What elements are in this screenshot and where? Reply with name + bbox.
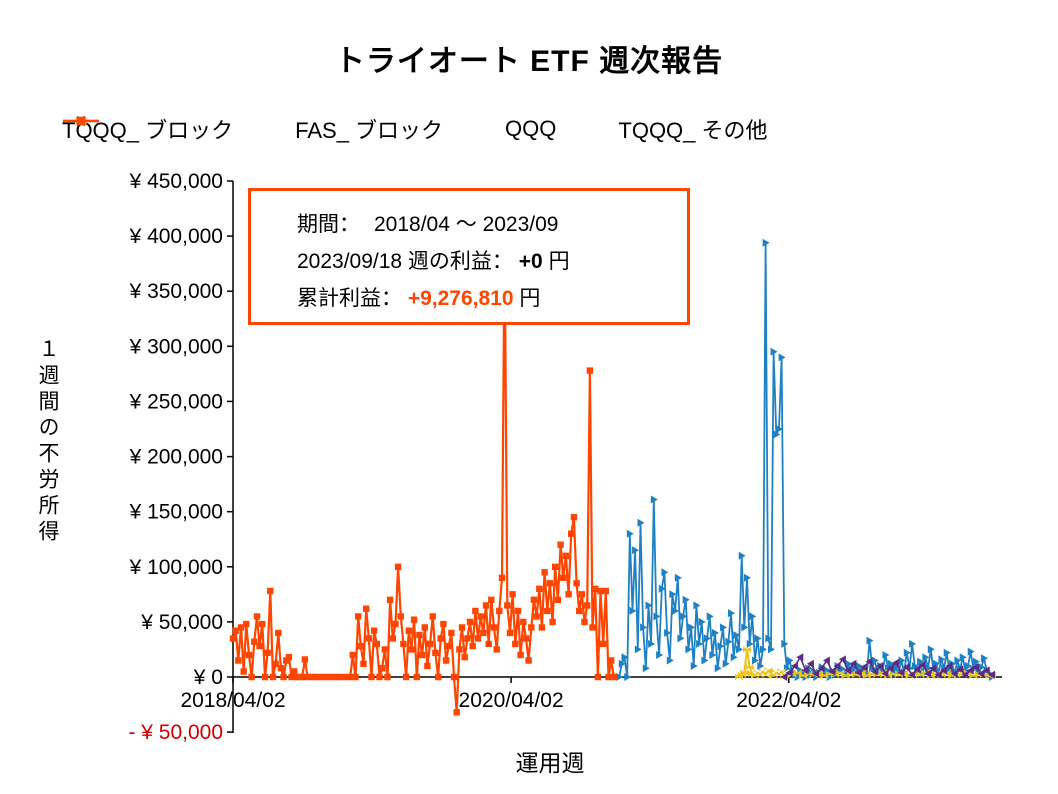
legend: TQQQ_ ブロック FAS_ ブロック QQQ TQQQ_ その他 (62, 113, 768, 145)
y-tick-label: ¥ 250,000 (129, 390, 223, 413)
legend-label: QQQ (505, 116, 557, 141)
series-1-markers (780, 653, 995, 681)
annotation-period: 期間： 2018/04 ～ 2023/09 (297, 206, 677, 243)
annotation-week-unit: 円 (548, 250, 570, 273)
legend-item-1: FAS_ ブロック (63, 113, 444, 145)
annotation-total-profit: 累計利益： +9,276,810 円 (297, 280, 677, 317)
legend-label: FAS_ ブロック (295, 118, 444, 143)
annotation-total-value: +9,276,810 (407, 287, 514, 310)
y-tick-label: ¥ 300,000 (129, 335, 223, 358)
chart-title: トライオート ETF 週次報告 (334, 45, 724, 78)
y-tick-label: ¥ 450,000 (129, 170, 223, 193)
legend-square-icon (63, 116, 99, 126)
annotation-week-profit: 2023/09/18 週の利益： +0 円 (297, 243, 677, 280)
annotation-total-label: 累計利益： (297, 287, 402, 310)
y-tick-label: ¥ 50,000 (140, 611, 223, 634)
x-tick-label: 2018/04/02 (180, 689, 285, 712)
annotation-period-label: 期間： (297, 213, 360, 236)
x-tick-label: 2022/04/02 (736, 689, 841, 712)
legend-label: TQQQ_ ブロック (62, 118, 234, 143)
annotation-period-value: 2018/04 ～ 2023/09 (374, 213, 559, 236)
annotation-total-unit: 円 (519, 287, 541, 310)
y-tick-label: ¥ 400,000 (129, 225, 223, 248)
legend-item-2: QQQ (63, 116, 557, 142)
y-tick-label: ¥ 350,000 (129, 280, 223, 303)
y-tick-label: ¥ 200,000 (129, 446, 223, 469)
annotation-week-label: 2023/09/18 週の利益： (297, 250, 513, 273)
y-tick-label: ¥ 150,000 (129, 501, 223, 524)
summary-annotation: 期間： 2018/04 ～ 2023/09 2023/09/18 週の利益： +0… (248, 188, 690, 325)
annotation-week-value: +0 (518, 250, 543, 273)
x-tick-label: 2020/04/02 (459, 689, 564, 712)
x-axis-title: 運用週 (515, 750, 585, 776)
series-2-markers (735, 646, 996, 681)
y-tick-label: - ¥ 50,000 (128, 721, 223, 744)
legend-item-3: TQQQ_ その他 (63, 113, 768, 145)
y-tick-label: ¥ 100,000 (129, 556, 223, 579)
y-tick-label: ¥ 0 (193, 666, 223, 689)
legend-label: TQQQ_ その他 (618, 118, 768, 143)
y-axis-title: １週間の不労所得 (36, 338, 59, 546)
